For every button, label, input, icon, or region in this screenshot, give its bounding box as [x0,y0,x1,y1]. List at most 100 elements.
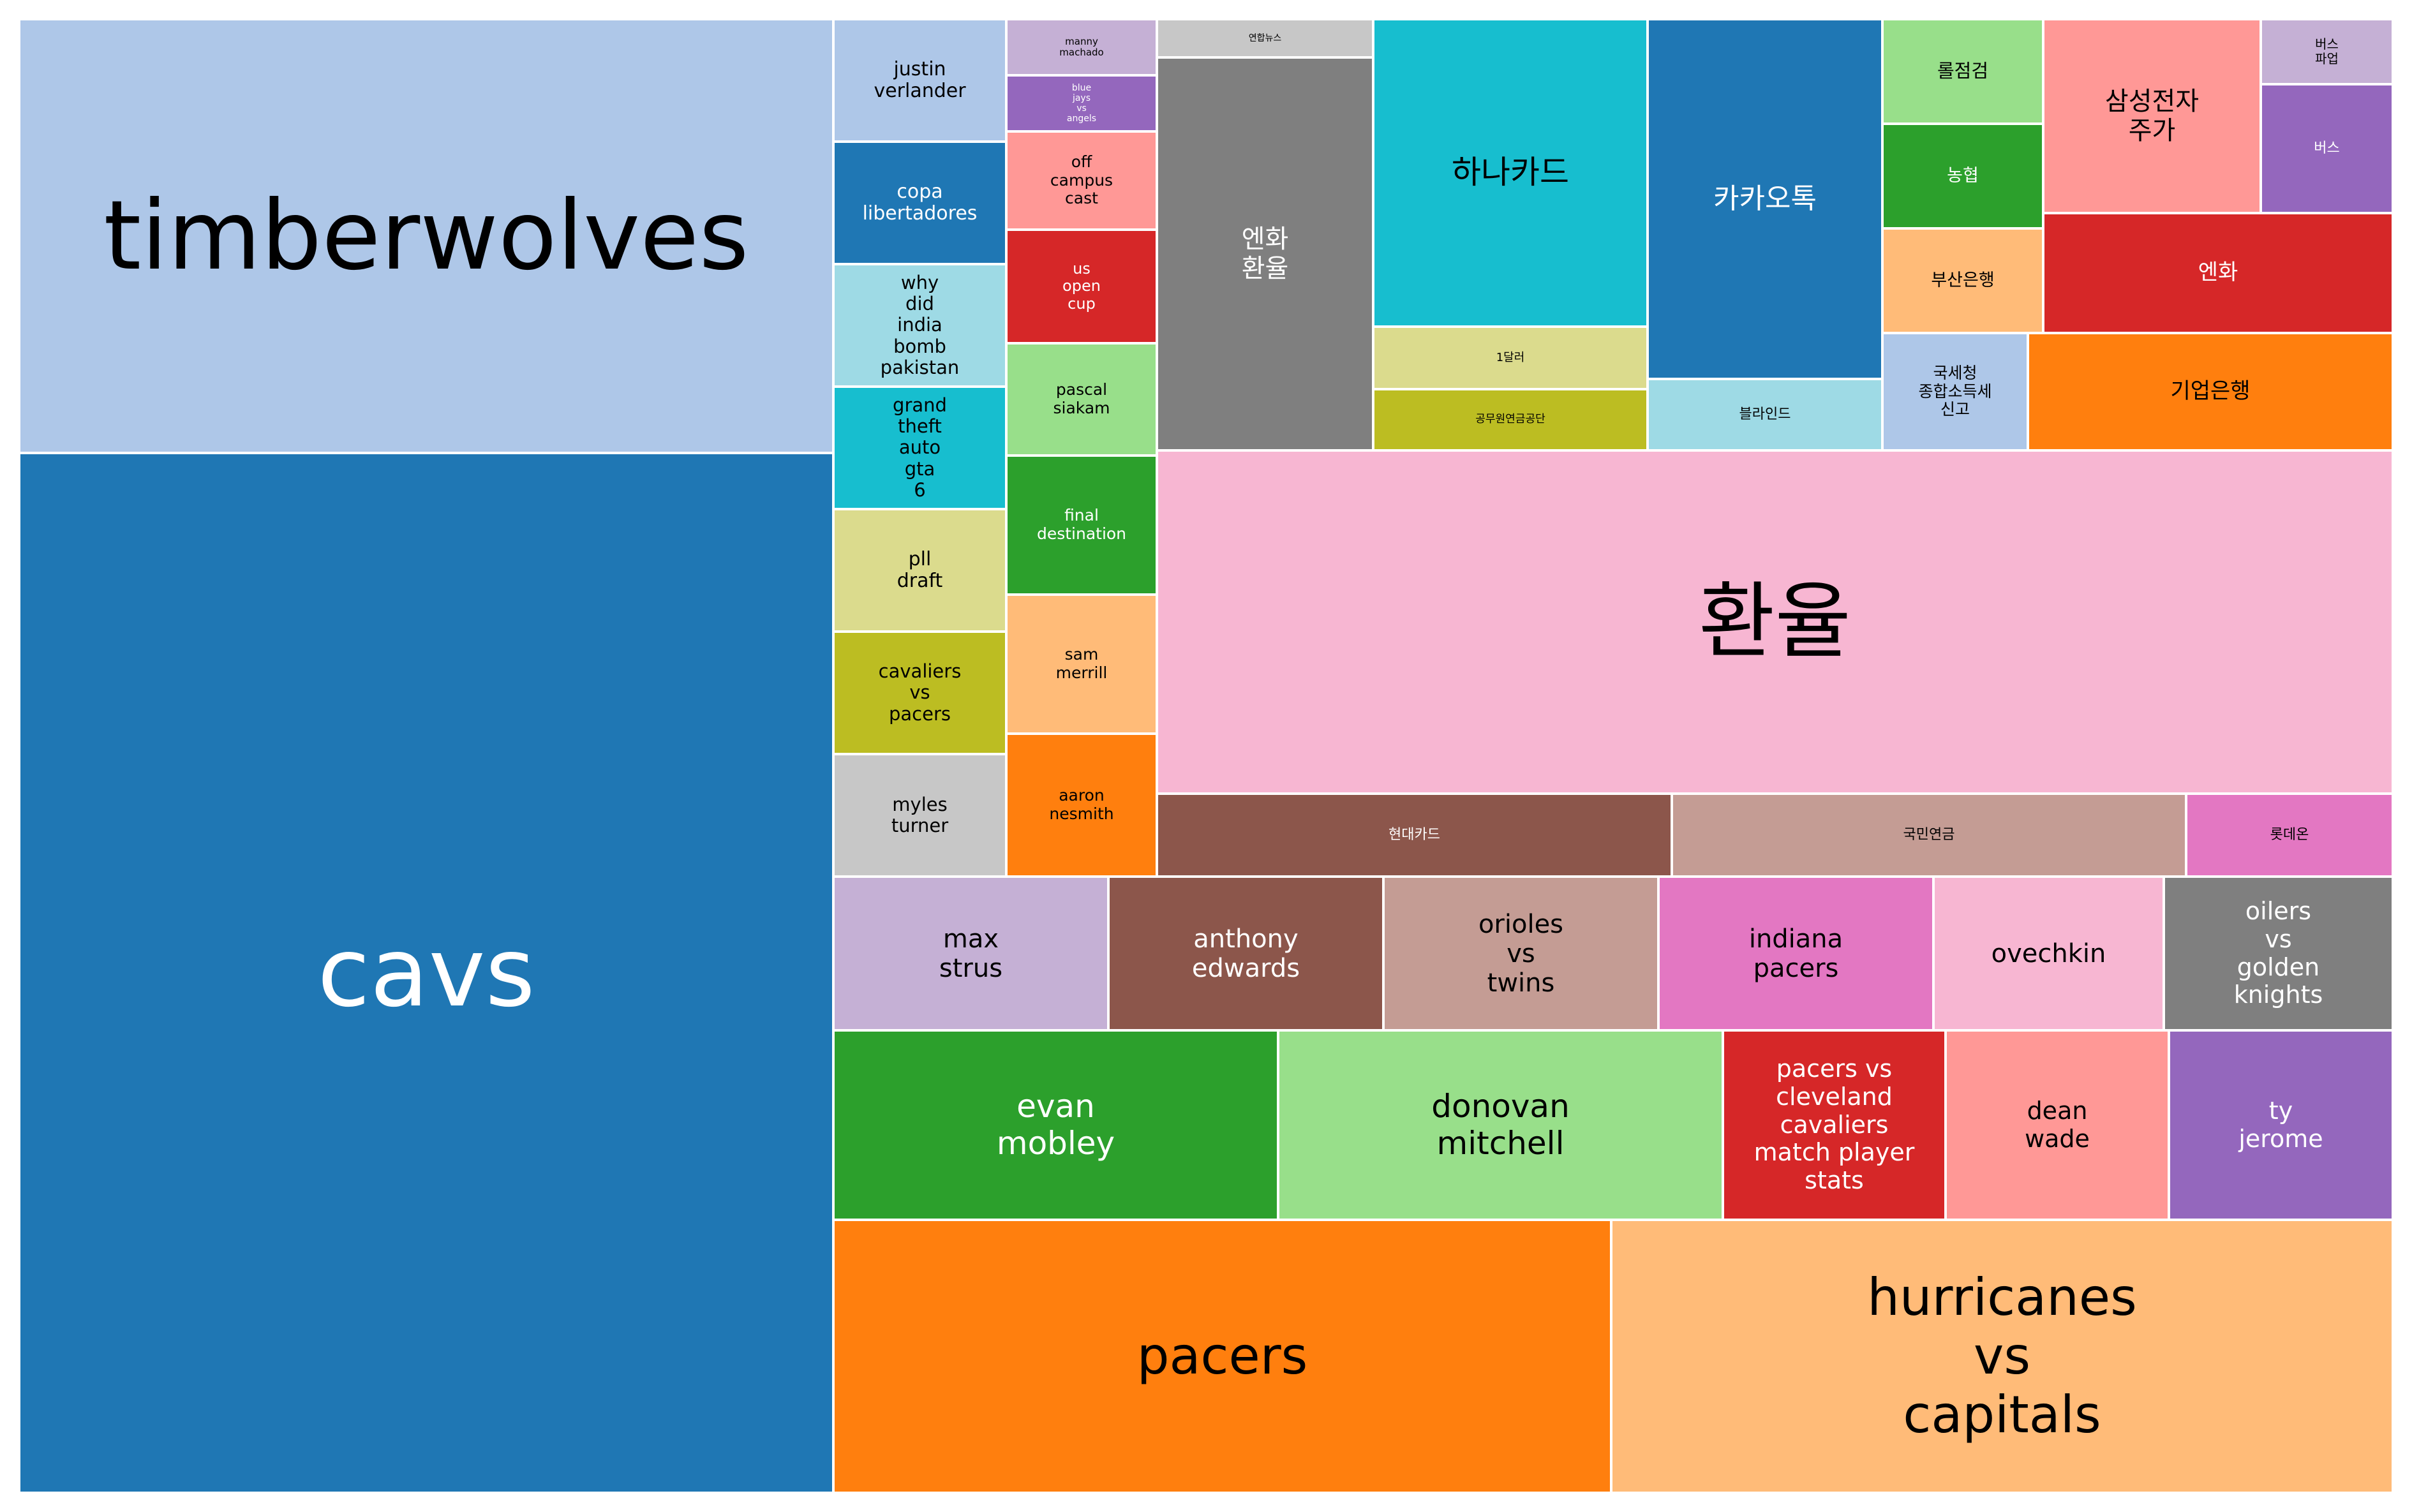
treemap-tile-oilers-vs-golden-knights: oilers vs golden knights [2164,877,2393,1030]
treemap-tile-공무원연금공단: 공무원연금공단 [1373,389,1648,450]
treemap-tile-label: pacers vs cleveland cavaliers match play… [1753,1055,1915,1195]
treemap-tile-label: off campus cast [1050,152,1113,208]
treemap-tile-label: final destination [1036,506,1127,543]
treemap-tile-label: why did india bomb pakistan [880,271,960,379]
treemap-tile-sam-merrill: sam merrill [1006,595,1157,734]
treemap-tile-label: pll draft [897,547,943,592]
treemap-tile-label: 버스 파업 [2315,36,2339,66]
treemap-tile-blue-jays-vs-angels: blue jays vs angels [1006,75,1157,131]
treemap-tile-label: 국민연금 [1903,827,1955,843]
treemap-tile-label: anthony edwards [1191,924,1300,983]
treemap-tile-anthony-edwards: anthony edwards [1108,877,1383,1030]
treemap-tile-pll-draft: pll draft [833,509,1006,632]
treemap-tile-ovechkin: ovechkin [1933,877,2164,1030]
treemap-tile-1달러: 1달러 [1373,327,1648,389]
treemap-tile-label: oilers vs golden knights [2233,897,2323,1009]
treemap-tile-카카오톡: 카카오톡 [1648,19,1882,379]
treemap-tile-하나카드: 하나카드 [1373,19,1648,327]
treemap-tile-final-destination: final destination [1006,456,1157,595]
treemap-tile-pacers: pacers [833,1220,1611,1493]
treemap-tile-dean-wade: dean wade [1946,1030,2169,1220]
treemap-tile-label: 롤점검 [1937,60,1989,82]
treemap-tile-label: pacers [1136,1326,1308,1386]
treemap-tile-현대카드: 현대카드 [1157,794,1672,877]
treemap-tile-label: copa libertadores [862,180,978,225]
treemap-tile-label: 연합뉴스 [1248,33,1282,43]
treemap-tile-us-open-cup: us open cup [1006,230,1157,343]
treemap-tile-label: hurricanes vs capitals [1867,1268,2137,1444]
treemap-tile-label: indiana pacers [1748,924,1843,983]
treemap-tile-manny-machado: manny machado [1006,19,1157,75]
treemap-tile-label: pascal siakam [1053,380,1110,417]
treemap-tile-label: timberwolves [103,180,749,292]
treemap-tile-hurricanes-vs-capitals: hurricanes vs capitals [1611,1220,2393,1493]
treemap-tile-엔화: 엔화 [2043,213,2393,333]
treemap-tile-timberwolves: timberwolves [19,19,833,453]
treemap-tile-label: 환율 [1698,573,1852,671]
treemap-tile-label: donovan mitchell [1431,1088,1570,1162]
treemap-tile-label: ovechkin [1991,938,2106,968]
treemap-tile-label: 롯데온 [2270,827,2309,843]
treemap-tile-label: justin verlander [874,57,966,102]
treemap-tile-label: 엔화 환율 [1241,225,1289,283]
treemap-tile-label: 버스 [2314,140,2340,157]
treemap-tile-국세청-종합소득세-신고: 국세청 종합소득세 신고 [1882,333,2028,450]
treemap-tile-label: ty jerome [2238,1096,2323,1153]
treemap-tile-indiana-pacers: indiana pacers [1658,877,1933,1030]
treemap-tile-label: cavaliers vs pacers [878,660,962,725]
treemap-tile-cavs: cavs [19,453,833,1493]
treemap-tile-pascal-siakam: pascal siakam [1006,343,1157,456]
treemap-tile-off-campus-cast: off campus cast [1006,131,1157,230]
treemap-tile-label: grand theft auto gta 6 [893,394,947,501]
treemap-tile-label: blue jays vs angels [1066,82,1097,124]
treemap-tile-엔화-환율: 엔화 환율 [1157,57,1373,450]
treemap-tile-label: myles turner [891,793,949,836]
treemap-tile-label: max strus [939,924,1003,983]
treemap-tile-롯데온: 롯데온 [2186,794,2393,877]
treemap-tile-label: 엔화 [2198,260,2238,286]
treemap-tile-롤점검: 롤점검 [1882,19,2043,124]
treemap-tile-label: 공무원연금공단 [1475,413,1545,426]
treemap-tile-label: 기업은행 [2170,378,2251,404]
treemap-tile-버스: 버스 [2261,84,2393,213]
treemap-tile-부산은행: 부산은행 [1882,228,2043,333]
treemap-tile-label: dean wade [2025,1096,2090,1153]
treemap-tile-myles-turner: myles turner [833,754,1006,877]
treemap-tile-label: manny machado [1059,35,1104,58]
treemap-tile-orioles-vs-twins: orioles vs twins [1383,877,1658,1030]
treemap-tile-농협: 농협 [1882,124,2043,228]
treemap-tile-label: 삼성전자 주가 [2104,87,2200,145]
treemap-tile-justin-verlander: justin verlander [833,19,1006,142]
treemap-tile-donovan-mitchell: donovan mitchell [1278,1030,1723,1220]
treemap-tile-블라인드: 블라인드 [1648,379,1882,450]
treemap-tile-evan-mobley: evan mobley [833,1030,1278,1220]
treemap-tile-pacers-vs-cleveland-cavaliers-match-player-stats: pacers vs cleveland cavaliers match play… [1723,1030,1946,1220]
treemap-tile-삼성전자-주가: 삼성전자 주가 [2043,19,2261,213]
treemap-tile-환율: 환율 [1157,450,2393,794]
treemap-tile-label: orioles vs twins [1478,909,1564,998]
treemap-tile-label: aaron nesmith [1049,786,1114,823]
treemap-tile-ty-jerome: ty jerome [2169,1030,2393,1220]
treemap-tile-label: us open cup [1062,259,1101,313]
treemap-tile-국민연금: 국민연금 [1672,794,2186,877]
treemap-tile-label: 농협 [1947,166,1979,186]
treemap-tile-label: 부산은행 [1931,271,1995,291]
treemap-tile-label: evan mobley [996,1088,1115,1162]
treemap-tile-label: 하나카드 [1452,154,1569,191]
treemap-tile-연합뉴스: 연합뉴스 [1157,19,1373,57]
treemap-tile-버스-파업: 버스 파업 [2261,19,2393,84]
treemap-tile-기업은행: 기업은행 [2028,333,2393,450]
treemap-tile-copa-libertadores: copa libertadores [833,142,1006,264]
treemap-tile-grand-theft-auto-gta-6: grand theft auto gta 6 [833,387,1006,509]
treemap-tile-max-strus: max strus [833,877,1108,1030]
treemap-tile-why-did-india-bomb-pakistan: why did india bomb pakistan [833,264,1006,387]
treemap-tile-label: 1달러 [1496,350,1525,364]
treemap-tile-label: sam merrill [1055,645,1108,682]
treemap-tile-cavaliers-vs-pacers: cavaliers vs pacers [833,632,1006,754]
treemap-tile-label: cavs [317,917,535,1028]
treemap-tile-label: 국세청 종합소득세 신고 [1918,363,1992,419]
treemap-tile-aaron-nesmith: aaron nesmith [1006,734,1157,877]
treemap-tile-label: 블라인드 [1739,406,1791,423]
treemap-tile-label: 현대카드 [1388,827,1440,843]
